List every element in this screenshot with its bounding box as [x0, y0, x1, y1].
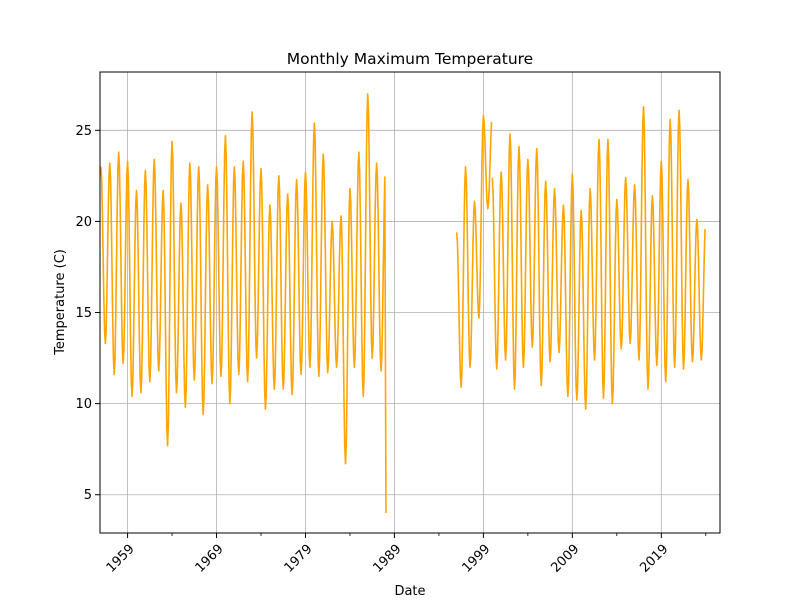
y-tick-label: 5: [84, 488, 92, 503]
series-line-segment: [455, 114, 493, 389]
y-tick-label: 15: [75, 306, 92, 321]
chart-title: Monthly Maximum Temperature: [287, 50, 533, 68]
series-line-segment: [491, 105, 706, 410]
y-tick-label: 10: [75, 397, 92, 412]
plot-frame: [99, 71, 721, 534]
y-axis-label: Temperature (C): [53, 249, 68, 356]
y-tick-label: 20: [75, 215, 92, 230]
y-tick-label: 25: [75, 124, 92, 139]
gridlines: [100, 72, 720, 533]
x-axis-label: Date: [394, 584, 425, 599]
series-line-segment: [100, 93, 387, 513]
y-axis: 5 10 15 20 25: [75, 124, 100, 503]
series-layer: [100, 93, 706, 513]
